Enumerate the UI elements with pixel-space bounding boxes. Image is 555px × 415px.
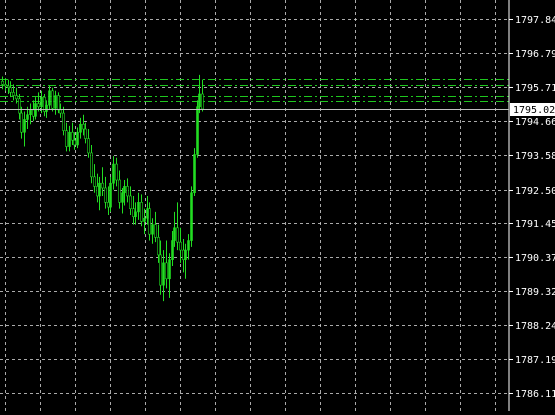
candle-body [159,254,162,286]
price-tick-label: 1791.450 [515,219,555,230]
candle-body [187,240,190,251]
candle-body [112,163,115,184]
candles [1,74,204,302]
current-price-box [510,103,555,116]
candle-body [71,131,74,141]
candle-body [1,80,4,85]
candle-body [59,109,62,114]
candle-body [37,103,40,108]
candle-body [134,211,137,217]
candle-body [173,227,176,241]
candle-body [201,93,204,110]
candle-body [193,154,196,194]
candle-body [73,139,76,146]
candle-body [126,186,129,197]
price-tick-label: 1796.790 [515,49,555,60]
price-tick-label: 1788.240 [515,321,555,332]
candle-body [198,93,201,108]
candle-body [26,114,29,120]
candle-body [101,182,104,189]
candle-body [196,106,199,155]
candle-body [62,112,65,131]
candle-body [151,224,154,235]
candle-body [132,208,135,217]
candle-body [79,123,82,133]
candle-body [87,138,90,154]
candle-body [4,84,7,87]
candle-body [154,224,157,238]
level-lines [0,79,509,102]
price-tick-label: 1790.370 [515,253,555,264]
price-tick-label: 1793.580 [515,151,555,162]
candle-body [143,217,146,222]
candle-body [9,87,12,93]
candle-body [157,237,160,256]
candle-body [107,202,110,208]
candle-body [23,119,26,133]
candle-body [57,95,60,111]
candle-body [123,186,126,194]
candle-body [182,249,185,260]
candle-body [109,182,112,208]
candle-body [137,202,140,213]
candle-body [104,187,107,203]
candle-body [12,92,15,96]
candle-body [29,109,32,115]
candle-body [65,130,68,147]
candle-body [98,182,101,197]
candle-body [96,186,99,197]
candle-body [146,208,149,219]
candle-body [82,123,85,130]
candle-body [45,104,48,112]
candle-body [7,85,10,88]
price-tick-label: 1794.660 [515,117,555,128]
candle-body [18,98,21,114]
candle-body [51,90,54,109]
price-tick-label: 1797.840 [515,15,555,26]
candle-body [68,131,71,147]
candle-body [54,95,57,109]
candle-body [76,131,79,146]
current-price-label: 1795.029 [513,105,555,116]
candle-body [162,262,165,286]
candle-body [15,95,18,100]
grid [0,0,509,411]
candle-body [43,96,46,112]
candle-body [40,96,43,108]
current-price-marker: 1795.029 [0,103,555,116]
price-axis: 1797.840 1796.790 1795.710 1794.660 1793.580… [509,15,555,400]
candle-body [171,240,174,260]
candle-body [190,192,193,241]
candle-body [48,90,51,106]
candle-body [129,195,132,209]
candle-body [176,227,179,243]
candle-body [84,128,87,139]
candle-body [179,241,182,251]
candle-body [148,208,151,235]
candle-body [20,112,23,133]
price-tick-label: 1792.500 [515,186,555,197]
price-tick-label: 1786.110 [515,389,555,400]
candle-body [168,259,171,280]
candle-body [115,163,118,181]
candle-body [165,262,168,280]
price-tick-label: 1787.190 [515,355,555,366]
price-tick-label: 1789.320 [515,287,555,298]
candle-body [93,176,96,187]
price-tick-label: 1795.710 [515,83,555,94]
candle-body [184,249,187,260]
candle-body [118,179,121,203]
candle-body [121,192,124,203]
candle-body [90,152,93,178]
candle-body [140,202,143,222]
